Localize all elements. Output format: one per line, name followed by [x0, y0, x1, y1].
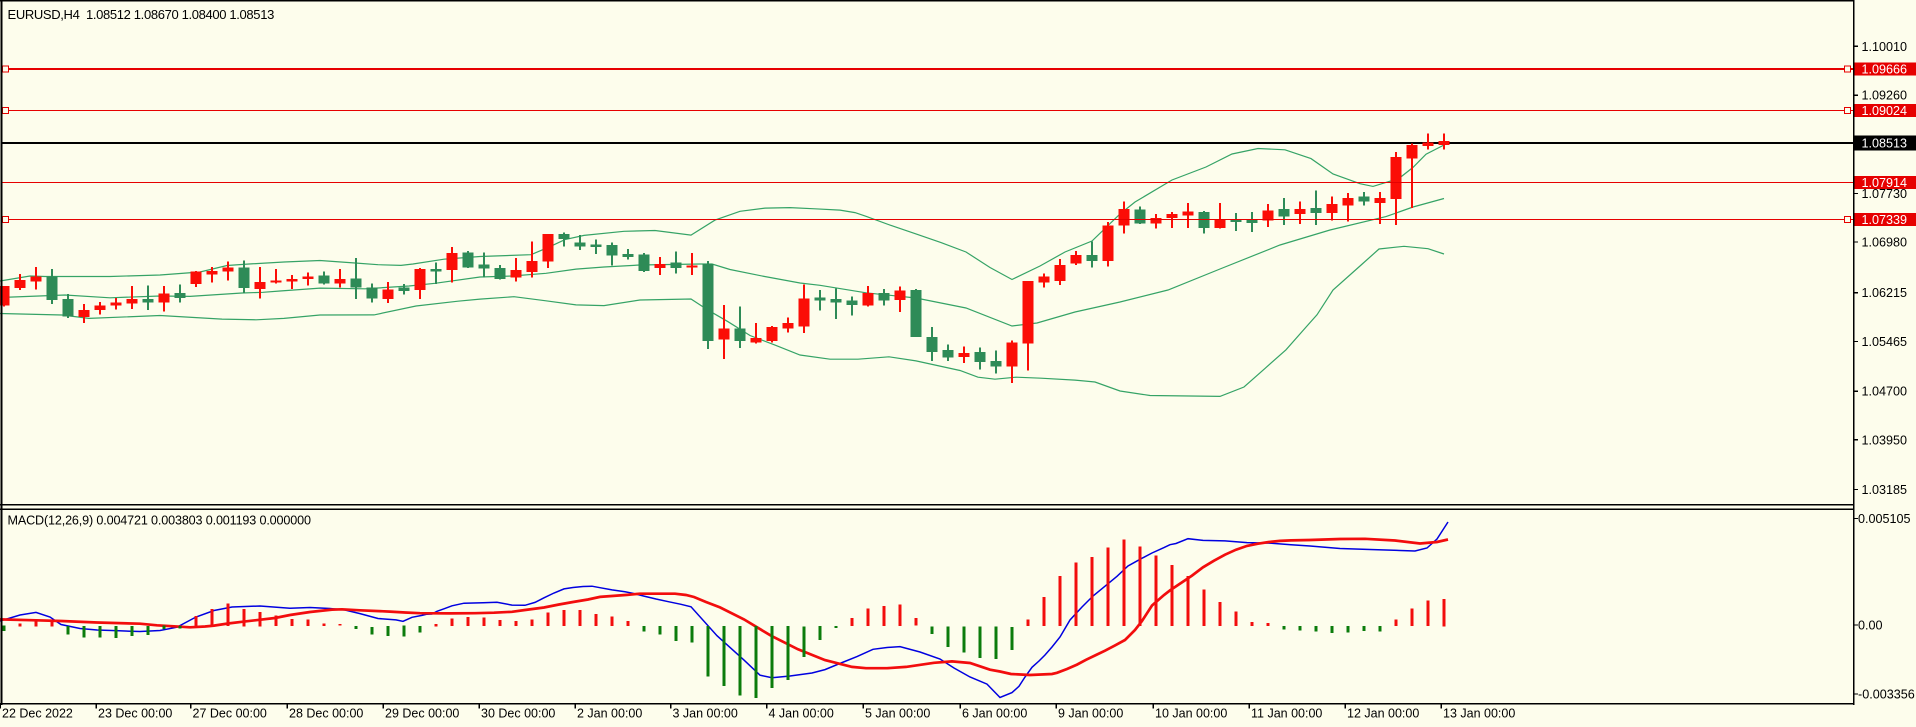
svg-text:EURUSD,H4 1.08512 1.08670 1.0: EURUSD,H4 1.08512 1.08670 1.08400 1.0851… — [8, 7, 275, 22]
svg-text:11 Jan 00:00: 11 Jan 00:00 — [1251, 707, 1322, 721]
svg-text:0.00: 0.00 — [1858, 618, 1883, 632]
svg-text:30 Dec 00:00: 30 Dec 00:00 — [481, 707, 555, 721]
svg-text:MACD(12,26,9) 0.004721 0.00380: MACD(12,26,9) 0.004721 0.003803 0.001193… — [8, 514, 311, 528]
svg-text:1.07914: 1.07914 — [1862, 176, 1908, 190]
svg-text:29 Dec 00:00: 29 Dec 00:00 — [385, 707, 459, 721]
svg-text:1.03950: 1.03950 — [1862, 433, 1908, 447]
svg-text:10 Jan 00:00: 10 Jan 00:00 — [1155, 707, 1227, 721]
svg-text:12 Jan 00:00: 12 Jan 00:00 — [1347, 707, 1419, 721]
svg-text:1.06980: 1.06980 — [1862, 235, 1908, 249]
svg-text:13 Jan 00:00: 13 Jan 00:00 — [1443, 707, 1515, 721]
svg-text:1.03185: 1.03185 — [1862, 483, 1908, 497]
svg-text:2 Jan 00:00: 2 Jan 00:00 — [577, 707, 642, 721]
svg-text:1.10010: 1.10010 — [1862, 40, 1908, 54]
svg-text:1.07339: 1.07339 — [1862, 213, 1908, 227]
svg-text:1.07730: 1.07730 — [1862, 187, 1908, 201]
svg-text:3 Jan 00:00: 3 Jan 00:00 — [673, 707, 738, 721]
svg-text:27 Dec 00:00: 27 Dec 00:00 — [193, 707, 267, 721]
svg-text:1.09260: 1.09260 — [1862, 89, 1908, 103]
svg-text:1.06215: 1.06215 — [1862, 286, 1908, 300]
svg-text:5 Jan 00:00: 5 Jan 00:00 — [865, 707, 930, 721]
svg-text:22 Dec 2022: 22 Dec 2022 — [2, 707, 73, 721]
svg-text:4 Jan 00:00: 4 Jan 00:00 — [769, 707, 834, 721]
svg-text:6 Jan 00:00: 6 Jan 00:00 — [962, 707, 1027, 721]
svg-text:-0.003356: -0.003356 — [1858, 687, 1915, 701]
svg-text:28 Dec 00:00: 28 Dec 00:00 — [289, 707, 363, 721]
svg-text:1.04700: 1.04700 — [1862, 385, 1908, 399]
svg-text:9 Jan 00:00: 9 Jan 00:00 — [1058, 707, 1123, 721]
svg-text:23 Dec 00:00: 23 Dec 00:00 — [98, 707, 172, 721]
svg-text:0.005105: 0.005105 — [1858, 512, 1911, 526]
svg-text:1.08513: 1.08513 — [1862, 136, 1908, 150]
svg-text:1.05465: 1.05465 — [1862, 335, 1908, 349]
svg-text:1.09024: 1.09024 — [1862, 104, 1908, 118]
svg-text:1.09666: 1.09666 — [1862, 62, 1908, 76]
